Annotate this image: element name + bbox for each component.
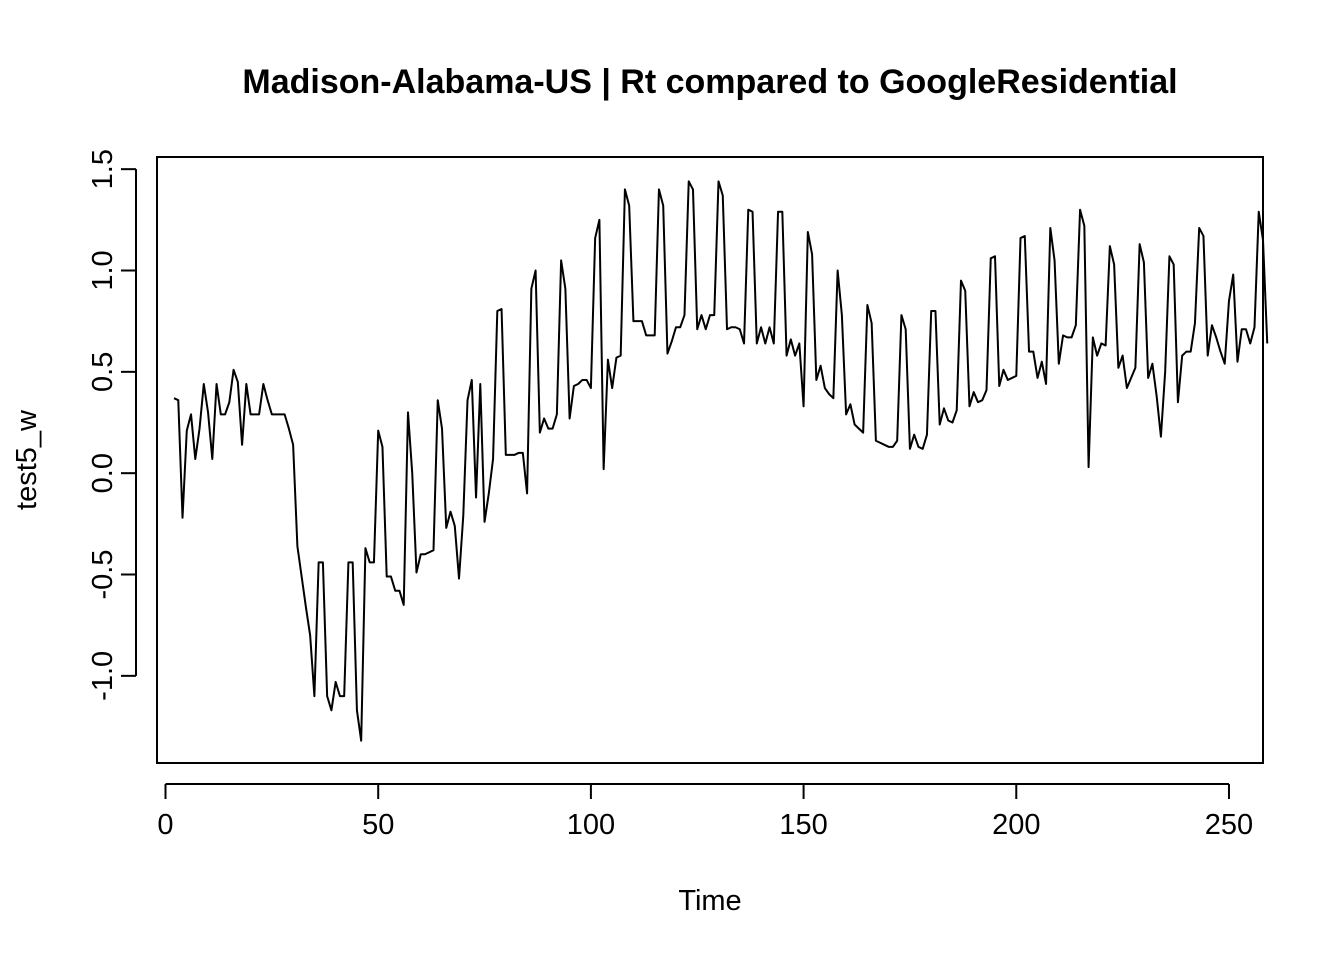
chart-title: Madison-Alabama-US | Rt compared to Goog… (242, 63, 1177, 101)
y-tick-label: -1.0 (87, 651, 119, 701)
x-axis: 0 50 100 150 200 250 (157, 783, 1253, 841)
plot-frame (156, 156, 1264, 764)
y-tick-label: 1.0 (87, 250, 119, 290)
x-tick-label: 100 (567, 809, 615, 841)
y-tick-label: 0.0 (87, 453, 119, 493)
series-layer (173, 180, 1269, 742)
x-tick-label: 0 (157, 809, 173, 841)
y-tick-label: 0.5 (87, 352, 119, 392)
y-tick-label: -0.5 (87, 550, 119, 600)
x-tick-label: 50 (362, 809, 394, 841)
y-axis-label: test5_w (11, 409, 43, 510)
y-axis: -1.0 -0.5 0.0 0.5 1.0 1.5 (87, 149, 137, 701)
series-line-0 (173, 180, 1269, 742)
y-tick-label: 1.5 (87, 149, 119, 189)
x-tick-label: 150 (779, 809, 827, 841)
x-axis-label: Time (678, 885, 741, 917)
x-tick-label: 200 (992, 809, 1040, 841)
x-tick-label: 250 (1205, 809, 1253, 841)
